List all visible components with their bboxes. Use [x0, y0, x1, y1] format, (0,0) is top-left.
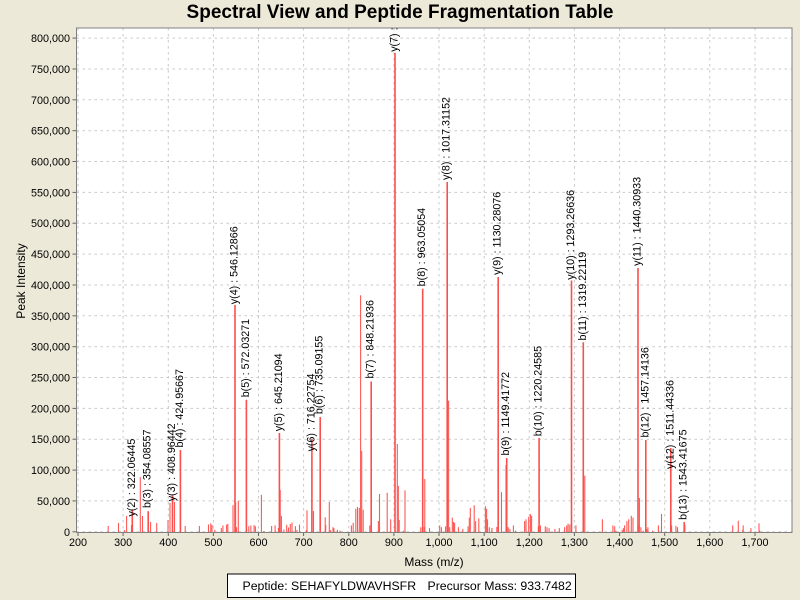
svg-text:b(3) : 354.08557: b(3) : 354.08557 [142, 430, 154, 508]
svg-text:y(7) : 902.40729: y(7) : 902.40729 [389, 0, 401, 52]
svg-text:b(7) : 848.21936: b(7) : 848.21936 [365, 300, 377, 378]
svg-text:0: 0 [64, 527, 70, 539]
svg-text:150,000: 150,000 [31, 434, 70, 446]
svg-text:y(5) : 645.21094: y(5) : 645.21094 [273, 353, 285, 431]
svg-text:Spectral View and Peptide Frag: Spectral View and Peptide Fragmentation … [187, 2, 614, 23]
svg-text:500: 500 [204, 537, 222, 549]
svg-text:300: 300 [114, 537, 132, 549]
svg-text:200,000: 200,000 [31, 403, 70, 415]
svg-text:600: 600 [249, 537, 267, 549]
svg-text:y(6) : 716.22754: y(6) : 716.22754 [305, 374, 317, 452]
svg-text:450,000: 450,000 [31, 249, 70, 261]
svg-text:y(10) : 1293.26636: y(10) : 1293.26636 [565, 190, 577, 280]
svg-text:400: 400 [159, 537, 177, 549]
svg-text:100,000: 100,000 [31, 465, 70, 477]
svg-text:300,000: 300,000 [31, 342, 70, 354]
svg-text:y(2) : 322.06445: y(2) : 322.06445 [126, 439, 138, 517]
svg-text:700,000: 700,000 [31, 95, 70, 107]
svg-text:750,000: 750,000 [31, 64, 70, 76]
svg-text:800: 800 [340, 537, 358, 549]
svg-text:1,600: 1,600 [696, 537, 723, 549]
svg-text:1,400: 1,400 [606, 537, 633, 549]
svg-text:550,000: 550,000 [31, 187, 70, 199]
svg-text:Precursor Mass: 933.7482: Precursor Mass: 933.7482 [428, 579, 572, 593]
svg-text:400,000: 400,000 [31, 280, 70, 292]
svg-text:350,000: 350,000 [31, 311, 70, 323]
svg-text:y(8) : 1017.31152: y(8) : 1017.31152 [441, 97, 453, 180]
svg-text:1,300: 1,300 [561, 537, 588, 549]
svg-text:700: 700 [295, 537, 313, 549]
svg-text:1,100: 1,100 [471, 537, 498, 549]
svg-text:Mass (m/z): Mass (m/z) [404, 555, 463, 569]
svg-text:50,000: 50,000 [37, 496, 70, 508]
svg-text:b(4) : 424.95667: b(4) : 424.95667 [174, 369, 186, 447]
svg-text:y(12) : 1511.44336: y(12) : 1511.44336 [664, 380, 676, 469]
svg-text:b(5) : 572.03271: b(5) : 572.03271 [240, 319, 252, 397]
svg-text:b(13) : 1543.41675: b(13) : 1543.41675 [678, 429, 690, 519]
svg-text:b(11) : 1319.22119: b(11) : 1319.22119 [577, 252, 589, 341]
svg-text:Peptide: SEHAFYLDWAVHSFR: Peptide: SEHAFYLDWAVHSFR [243, 579, 417, 593]
svg-text:1,500: 1,500 [651, 537, 678, 549]
svg-text:y(9) : 1130.28076: y(9) : 1130.28076 [492, 192, 504, 275]
svg-text:Peak Intensity: Peak Intensity [14, 243, 28, 318]
svg-text:y(11) : 1440.30933: y(11) : 1440.30933 [632, 177, 644, 266]
svg-text:b(9) : 1149.41772: b(9) : 1149.41772 [500, 372, 512, 456]
svg-text:b(6) : 735.09155: b(6) : 735.09155 [314, 336, 326, 414]
svg-text:b(12) : 1457.14136: b(12) : 1457.14136 [639, 347, 651, 437]
svg-text:900: 900 [385, 537, 403, 549]
svg-text:250,000: 250,000 [31, 373, 70, 385]
svg-text:1,200: 1,200 [516, 537, 543, 549]
svg-text:b(10) : 1220.24585: b(10) : 1220.24585 [533, 346, 545, 436]
svg-text:600,000: 600,000 [31, 157, 70, 169]
svg-text:500,000: 500,000 [31, 218, 70, 230]
svg-text:y(4) : 546.12866: y(4) : 546.12866 [229, 226, 241, 304]
svg-text:800,000: 800,000 [31, 33, 70, 45]
svg-text:1,700: 1,700 [741, 537, 768, 549]
svg-text:b(8) : 963.05054: b(8) : 963.05054 [416, 208, 428, 286]
svg-text:650,000: 650,000 [31, 126, 70, 138]
svg-text:200: 200 [69, 537, 87, 549]
svg-text:1,000: 1,000 [425, 537, 452, 549]
svg-text:y(3) : 408.96442: y(3) : 408.96442 [166, 423, 178, 501]
